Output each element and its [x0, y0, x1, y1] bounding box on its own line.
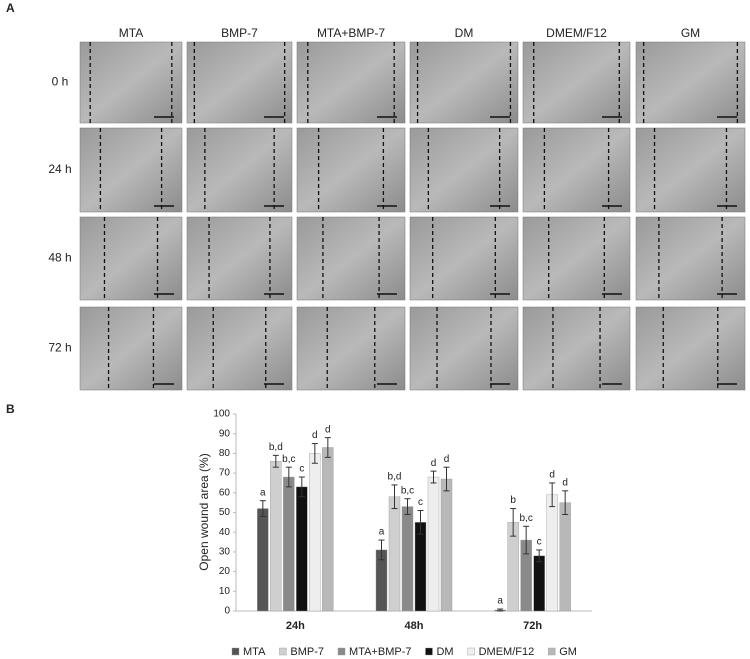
micrograph	[79, 127, 183, 213]
legend-swatch	[425, 647, 433, 656]
significance-label: d	[562, 477, 568, 488]
micrograph	[186, 41, 293, 124]
y-axis-label: Open wound area (%)	[197, 453, 211, 570]
bar	[533, 555, 545, 612]
micrograph	[186, 127, 293, 213]
panel-label: B	[6, 402, 15, 416]
micrograph	[79, 216, 183, 301]
bar	[401, 506, 414, 612]
bar	[257, 508, 269, 612]
bar	[322, 447, 334, 612]
bar	[270, 461, 282, 612]
micrograph	[296, 306, 406, 391]
significance-label: c	[299, 464, 304, 475]
y-tick-label: 90	[219, 428, 231, 439]
legend-swatch	[279, 647, 287, 656]
legend-swatch	[548, 647, 556, 656]
significance-label: a	[497, 596, 503, 607]
legend-label: BMP-7	[290, 646, 324, 658]
column-header: DM	[455, 26, 474, 40]
significance-label: a	[260, 487, 266, 498]
micrograph	[186, 216, 293, 301]
micrograph	[409, 216, 519, 301]
row-label: 0 h	[52, 75, 69, 89]
x-tick-label: 48h	[405, 620, 424, 632]
column-header: DMEM/F12	[546, 26, 607, 40]
micrograph	[296, 41, 406, 124]
column-header: GM	[681, 26, 700, 40]
x-tick-label: 72h	[523, 620, 542, 632]
legend-label: DM	[436, 646, 453, 658]
y-tick-label: 20	[219, 566, 231, 577]
legend-label: MTA+BMP-7	[349, 646, 411, 658]
legend-label: GM	[559, 646, 577, 658]
row-label: 24 h	[48, 162, 71, 176]
significance-label: b,c	[282, 454, 295, 465]
significance-label: d	[444, 454, 450, 465]
micrograph	[635, 306, 746, 391]
micrograph	[522, 41, 631, 124]
y-tick-label: 50	[219, 507, 231, 518]
column-header: MTA+BMP-7	[317, 26, 385, 40]
significance-label: a	[379, 527, 385, 538]
legend-label: DMEM/F12	[479, 646, 535, 658]
micrograph	[635, 127, 746, 213]
micrograph	[522, 306, 631, 391]
y-tick-label: 40	[219, 527, 231, 538]
bar	[414, 522, 427, 612]
significance-label: b,c	[401, 485, 414, 496]
significance-label: b,c	[519, 513, 532, 524]
y-tick-label: 70	[219, 468, 231, 479]
panel-label: A	[6, 1, 15, 15]
legend-swatch	[231, 647, 240, 656]
y-tick-label: 80	[219, 448, 231, 459]
y-tick-label: 60	[219, 487, 231, 498]
significance-label: b,d	[269, 442, 283, 453]
bar	[427, 476, 440, 612]
significance-label: c	[537, 537, 542, 548]
y-tick-label: 10	[219, 586, 231, 597]
significance-label: d	[325, 424, 331, 435]
y-tick-label: 0	[224, 606, 230, 617]
bar	[388, 496, 401, 612]
column-header: MTA	[119, 26, 143, 40]
bar	[296, 486, 308, 612]
micrograph	[635, 41, 746, 124]
significance-label: b,d	[388, 472, 402, 483]
micrograph	[409, 127, 519, 213]
micrograph	[79, 41, 183, 124]
significance-label: c	[418, 497, 423, 508]
significance-label: d	[549, 470, 555, 481]
micrograph	[296, 127, 406, 213]
legend-label: MTA	[243, 646, 266, 658]
legend-swatch	[337, 647, 346, 656]
micrograph	[409, 41, 519, 124]
row-label: 72 h	[48, 341, 71, 355]
significance-label: d	[431, 458, 437, 469]
significance-label: d	[312, 430, 318, 441]
micrograph	[409, 306, 519, 391]
bar	[283, 476, 295, 612]
column-header: BMP-7	[221, 26, 258, 40]
y-tick-label: 30	[219, 547, 231, 558]
y-tick-label: 100	[213, 409, 230, 420]
micrograph	[522, 127, 631, 213]
legend-swatch	[467, 647, 475, 656]
micrograph	[522, 216, 631, 301]
micrograph	[296, 216, 406, 301]
micrograph	[635, 216, 746, 301]
bar	[309, 453, 321, 612]
bar	[559, 502, 571, 612]
significance-label: b	[510, 495, 516, 506]
row-label: 48 h	[48, 251, 71, 265]
micrograph	[186, 306, 293, 391]
x-tick-label: 24h	[286, 620, 305, 632]
bar	[440, 478, 453, 612]
bar	[546, 494, 558, 612]
micrograph	[79, 306, 183, 391]
